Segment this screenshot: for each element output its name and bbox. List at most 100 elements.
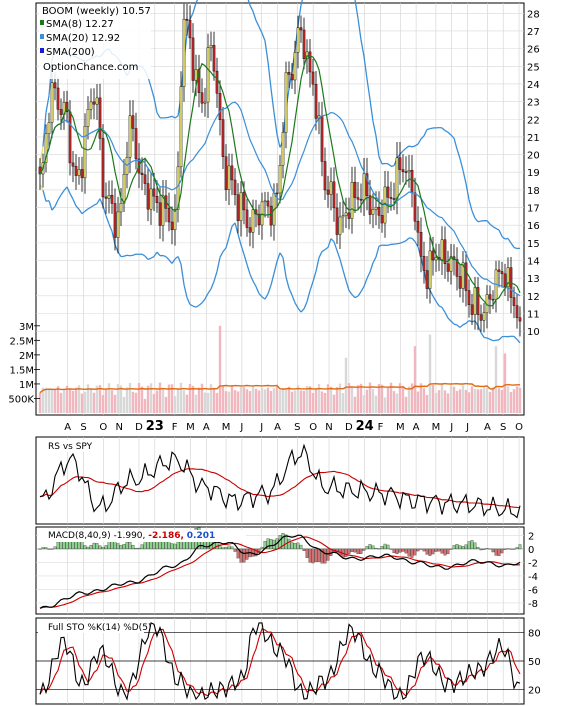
bollinger-upper-segment bbox=[247, 0, 251, 6]
candle-body bbox=[401, 169, 405, 172]
macd-histogram-bar bbox=[374, 547, 378, 550]
candle-body bbox=[194, 69, 198, 81]
macd-histogram-bar bbox=[230, 546, 234, 550]
volume-bar bbox=[392, 391, 396, 413]
candle-body bbox=[497, 269, 501, 272]
candle-body bbox=[209, 45, 213, 48]
volume-bar bbox=[269, 391, 273, 413]
x-tick-label: F bbox=[378, 422, 384, 433]
x-tick-label: S bbox=[294, 422, 300, 433]
bollinger-lower-segment bbox=[189, 303, 194, 307]
candle-body bbox=[86, 109, 90, 127]
macd-histogram-bar bbox=[170, 543, 174, 550]
macd-histogram-bar bbox=[89, 545, 93, 550]
candle-body bbox=[311, 71, 315, 85]
macd-histogram-bar bbox=[455, 544, 459, 550]
macd-histogram-bar bbox=[86, 546, 90, 550]
candles bbox=[38, 3, 522, 337]
macd-tick-label: -2 bbox=[528, 558, 538, 569]
candle-body bbox=[404, 171, 408, 173]
candle-body bbox=[107, 194, 111, 199]
bollinger-upper-segment bbox=[465, 183, 470, 200]
bollinger-upper-segment bbox=[168, 115, 173, 118]
legend-swatch-sma20 bbox=[40, 34, 44, 39]
bollinger-lower-segment bbox=[132, 253, 137, 256]
macd-histogram-bar bbox=[269, 538, 273, 550]
volume-bar bbox=[467, 392, 471, 413]
macd-histogram-bar bbox=[299, 544, 303, 550]
macd-histogram-bar bbox=[506, 548, 510, 550]
candle-body bbox=[344, 212, 348, 216]
price-tick-label: 19 bbox=[527, 168, 540, 179]
bollinger-lower-segment bbox=[372, 256, 377, 264]
volume-bar bbox=[320, 391, 324, 413]
candle-body bbox=[98, 97, 102, 139]
price-title: BOOM (weekly) 10.57 bbox=[42, 6, 151, 17]
candle-body bbox=[143, 174, 147, 184]
bollinger-upper-segment bbox=[390, 165, 395, 167]
macd-histogram-bar bbox=[302, 548, 306, 551]
legend-sma20: SMA(20) 12.92 bbox=[46, 33, 120, 44]
candle-body bbox=[185, 18, 189, 21]
candle-body bbox=[488, 294, 492, 300]
bollinger-lower-segment bbox=[51, 205, 56, 211]
macd-histogram-bar bbox=[50, 548, 54, 550]
macd-histogram-bar bbox=[101, 546, 105, 550]
volume-bar bbox=[500, 389, 504, 413]
candle-body bbox=[89, 101, 93, 110]
volume-bar bbox=[275, 386, 279, 413]
macd-histogram-bar bbox=[365, 546, 369, 550]
volume-bar bbox=[239, 387, 243, 413]
bollinger-lower-segment bbox=[405, 237, 410, 242]
macd-histogram-bar bbox=[503, 548, 507, 550]
volume-bar bbox=[131, 391, 135, 413]
macd-histogram-bar bbox=[380, 546, 384, 550]
bollinger-lower-segment bbox=[222, 247, 227, 252]
macd-histogram-bar bbox=[176, 541, 180, 550]
volume-bar bbox=[191, 385, 195, 413]
bollinger-lower-segment bbox=[414, 241, 419, 248]
bollinger-lower-segment bbox=[459, 324, 464, 328]
candle-body bbox=[203, 101, 207, 104]
volume-bar bbox=[416, 391, 420, 413]
x-tick-label: S bbox=[80, 422, 86, 433]
volume-bar bbox=[68, 388, 72, 413]
macd-histogram-bar bbox=[479, 548, 483, 551]
macd-histogram-bar bbox=[434, 548, 438, 552]
legend-swatch-sma200 bbox=[40, 48, 44, 53]
macd-histogram-bar bbox=[98, 545, 102, 550]
volume-bar bbox=[323, 392, 327, 413]
macd-tick-label: -4 bbox=[528, 572, 538, 583]
volume-bar bbox=[110, 390, 114, 413]
volume-bar bbox=[425, 394, 429, 413]
macd-histogram-bar bbox=[83, 545, 87, 550]
candle-body bbox=[191, 37, 195, 81]
price-tick-label: 25 bbox=[527, 62, 540, 73]
macd-histogram-bar bbox=[95, 543, 99, 550]
x-tick-label: M bbox=[396, 422, 405, 433]
legend-swatch-sma8 bbox=[40, 20, 44, 25]
rs-lines bbox=[39, 443, 521, 519]
candle-body bbox=[500, 271, 504, 275]
candle-body bbox=[512, 297, 516, 306]
bollinger-lower-segment bbox=[105, 215, 110, 225]
volume-bar bbox=[179, 382, 183, 413]
macd-histogram-bar bbox=[371, 545, 375, 550]
volume-bar bbox=[152, 393, 156, 413]
macd-histogram-bar bbox=[431, 548, 435, 555]
volume-bar bbox=[443, 390, 447, 413]
bollinger-lower-segment bbox=[243, 254, 248, 265]
candle-body bbox=[359, 199, 363, 201]
macd-histogram-bar bbox=[368, 544, 372, 550]
volume-average-line bbox=[39, 382, 520, 394]
volume-bar bbox=[347, 383, 351, 413]
candle-body bbox=[308, 51, 312, 73]
bollinger-lower-segment bbox=[63, 186, 68, 192]
volume-bar bbox=[476, 389, 480, 413]
bollinger-lower-segment bbox=[234, 222, 239, 235]
volume-bar bbox=[188, 384, 192, 413]
bollinger-upper-segment bbox=[252, 11, 257, 21]
macd-histogram-bar bbox=[449, 548, 453, 550]
bollinger-lower-segment bbox=[267, 284, 272, 294]
volume-bar bbox=[431, 384, 435, 413]
